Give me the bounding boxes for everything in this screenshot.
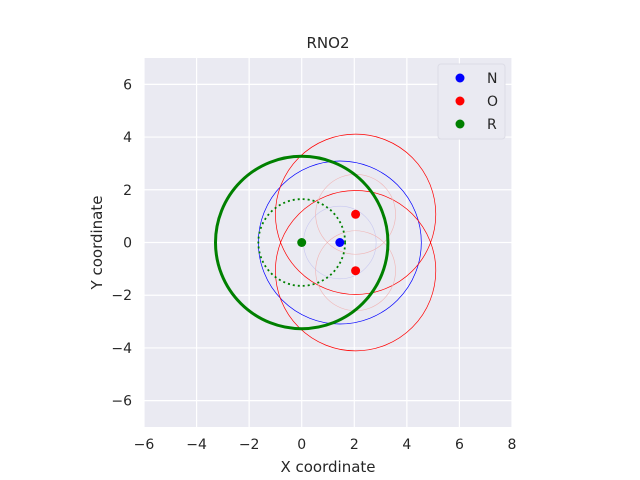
y-tick-label: 2 — [123, 183, 132, 199]
y-tick-label: 6 — [123, 77, 132, 93]
circle-7 — [257, 198, 346, 287]
x-tick-label: 8 — [508, 437, 517, 453]
points-layer — [297, 209, 361, 276]
x-tick-label: 0 — [297, 437, 306, 453]
circle-2 — [275, 133, 437, 295]
y-axis-label: Y coordinate — [88, 196, 106, 291]
x-tick-label: −4 — [186, 437, 207, 453]
x-tick-label: 6 — [455, 437, 464, 453]
point-O-1 — [351, 266, 361, 276]
circle-6 — [213, 154, 390, 331]
legend-box — [437, 63, 506, 140]
y-tick-label: −4 — [111, 341, 132, 357]
point-O-0 — [351, 209, 361, 219]
legend-label-O: O — [487, 94, 498, 110]
legend-marker-N — [455, 73, 465, 83]
legend-label-N: N — [487, 71, 497, 87]
legend-marker-O — [455, 96, 465, 106]
x-tick-label: 2 — [350, 437, 359, 453]
x-axis-label: X coordinate — [280, 458, 375, 476]
circles-layer — [213, 133, 437, 352]
x-tick-label: 4 — [402, 437, 411, 453]
x-tick-label: −6 — [134, 437, 155, 453]
legend: NOR — [437, 63, 506, 140]
y-tick-labels: −6 −4 −2 0 2 4 6 — [111, 77, 132, 409]
y-tick-label: −2 — [111, 288, 132, 304]
y-tick-label: −6 — [111, 394, 132, 410]
grid — [143, 58, 513, 427]
y-tick-label: 4 — [123, 130, 132, 146]
x-tick-label: −2 — [239, 437, 260, 453]
circle-3 — [275, 190, 437, 352]
y-tick-label: 0 — [123, 236, 132, 252]
point-R-0 — [297, 238, 307, 247]
legend-marker-R — [455, 119, 465, 129]
point-N-0 — [335, 238, 345, 247]
legend-label-R: R — [487, 117, 497, 133]
x-tick-labels: −6 −4 −2 0 2 4 6 8 — [134, 437, 517, 453]
chart-title: RNO2 — [307, 34, 350, 52]
